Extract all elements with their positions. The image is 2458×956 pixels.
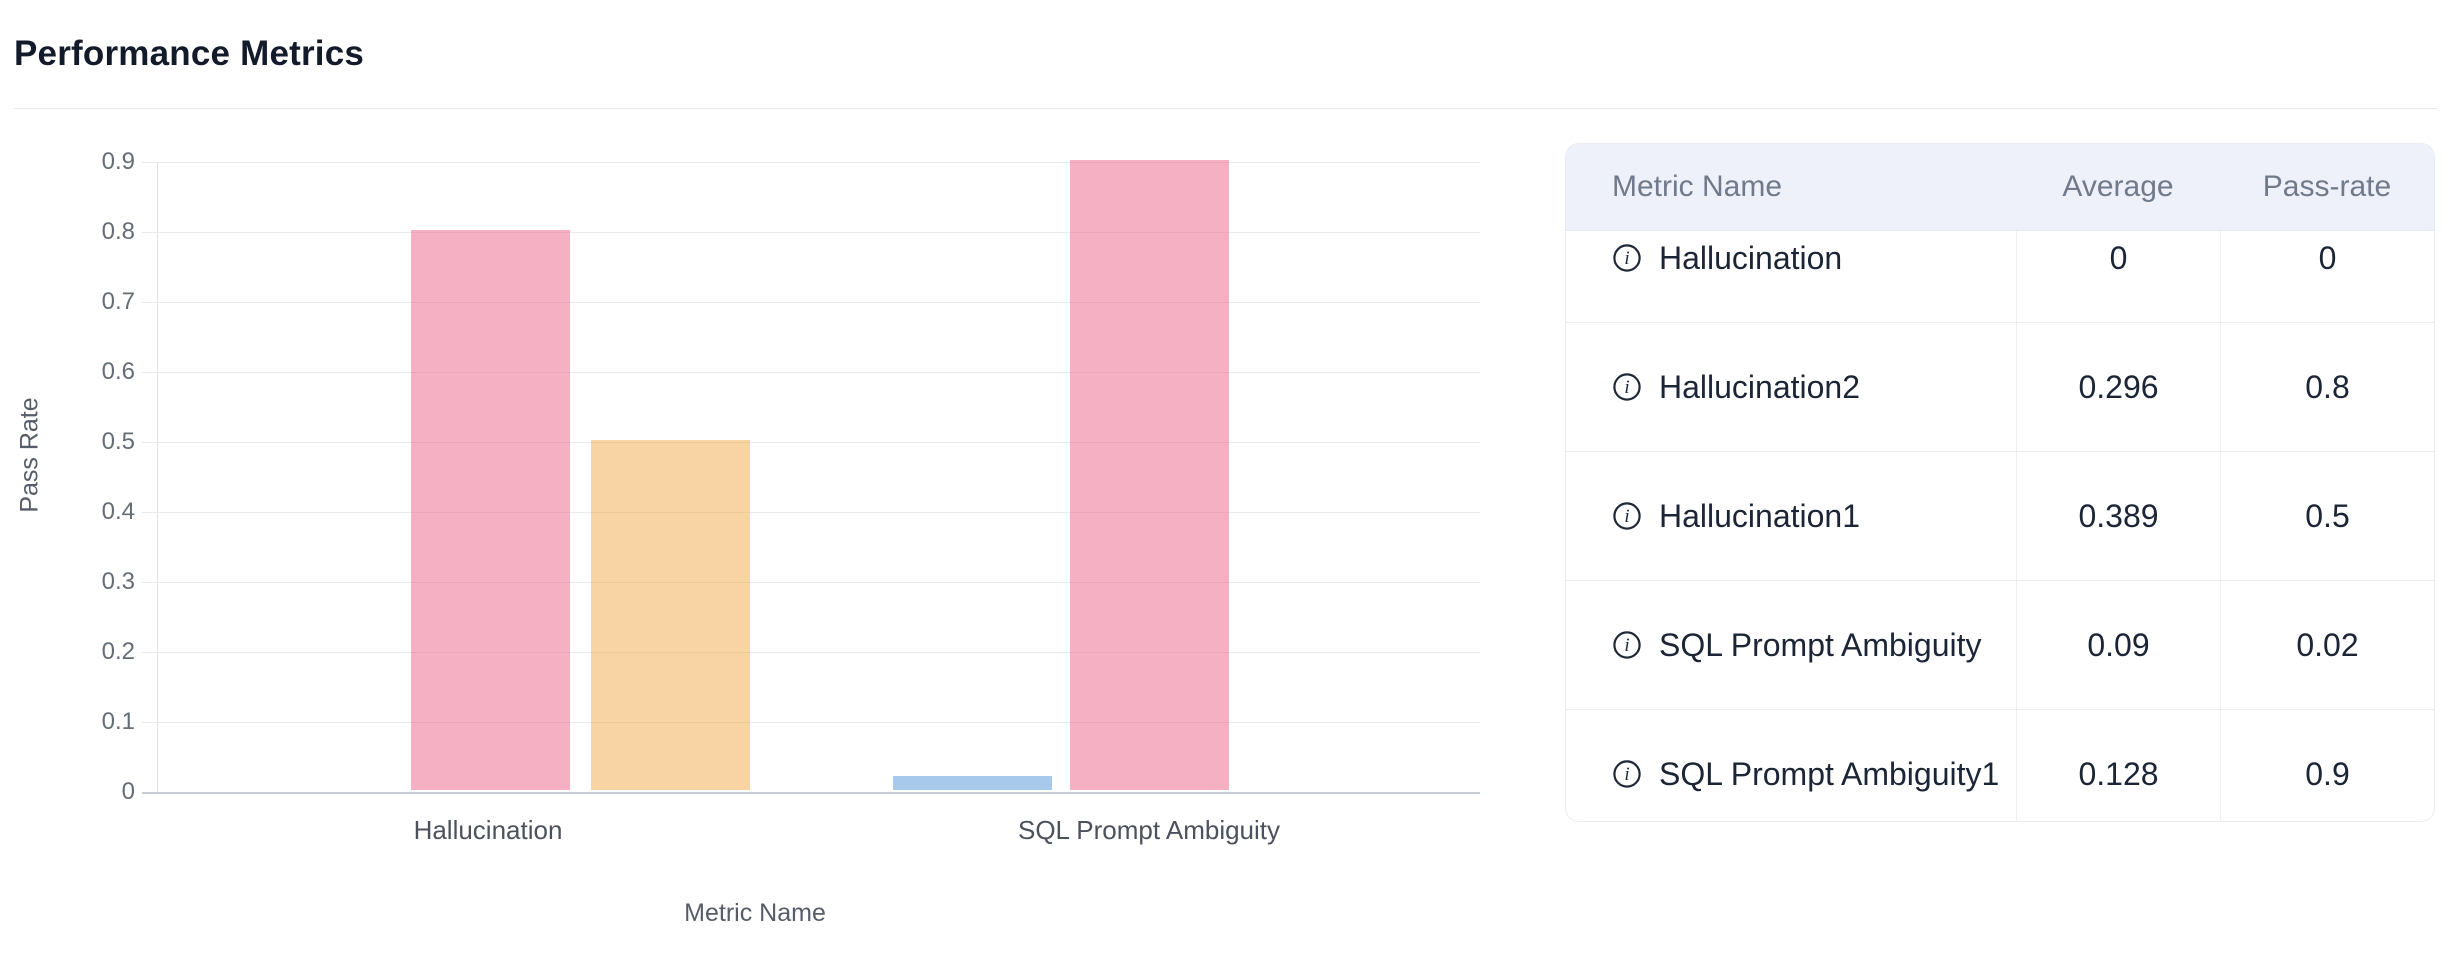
- table-row: i SQL Prompt Ambiguity 0.09 0.02: [1566, 581, 2434, 710]
- info-icon[interactable]: i: [1612, 243, 1642, 273]
- column-header-pass-rate: Pass-rate: [2262, 170, 2392, 203]
- y-axis-tick-label: 0.1: [101, 708, 135, 735]
- y-axis-tick-label: 0.2: [101, 638, 135, 665]
- svg-text:i: i: [1624, 506, 1629, 527]
- y-axis-tick-label: 0.9: [101, 148, 135, 175]
- info-icon[interactable]: i: [1612, 759, 1642, 789]
- y-axis-tick-label: 0: [121, 778, 135, 805]
- metric-name: Hallucination2: [1659, 368, 1861, 405]
- average-cell: 0.09: [2016, 581, 2220, 709]
- bar-hallucination1[interactable]: [591, 440, 750, 790]
- y-axis-tick-label: 0.5: [101, 428, 135, 455]
- average-cell: 0.128: [2016, 710, 2220, 821]
- metric-name: SQL Prompt Ambiguity: [1659, 626, 1982, 663]
- gridline: [142, 512, 1480, 513]
- x-axis-category-label: SQL Prompt Ambiguity: [1017, 815, 1281, 845]
- pass-rate-cell: 0.8: [2220, 323, 2434, 451]
- metric-name-cell: i Hallucination1: [1566, 452, 2016, 580]
- gridline: [142, 372, 1480, 373]
- svg-text:i: i: [1624, 635, 1629, 656]
- info-icon[interactable]: i: [1612, 501, 1642, 531]
- x-axis-title: Metric Name: [684, 899, 826, 927]
- y-axis-tick-label: 0.8: [101, 218, 135, 245]
- metric-name-cell: i Hallucination2: [1566, 323, 2016, 451]
- header-divider: [14, 108, 2437, 109]
- gridline: [142, 442, 1480, 443]
- metric-name-cell: i Hallucination: [1566, 231, 2016, 322]
- gridline: [142, 652, 1480, 653]
- info-icon[interactable]: i: [1612, 372, 1642, 402]
- column-header-average: Average: [2062, 170, 2174, 203]
- pass-rate-cell: 0.02: [2220, 581, 2434, 709]
- pass-rate-bar-chart: Pass Rate 0 0.1 0.2 0.3 0.4 0.5 0.6 0.7 0.8 0.9 Ha…: [15, 148, 1480, 927]
- gridline: [142, 722, 1480, 723]
- y-axis-tick-label: 0.6: [101, 358, 135, 385]
- average-cell: 0.389: [2016, 452, 2220, 580]
- bar-hallucination2[interactable]: [411, 230, 570, 790]
- gridline: [142, 162, 1480, 163]
- y-axis-tick-label: 0.7: [101, 288, 135, 315]
- svg-text:i: i: [1624, 248, 1629, 269]
- metric-name: SQL Prompt Ambiguity1: [1659, 755, 2000, 792]
- table-body: i Hallucination 0 0 i Hallucination2 0.2…: [1566, 231, 2434, 821]
- svg-text:i: i: [1624, 377, 1629, 398]
- info-icon[interactable]: i: [1612, 630, 1642, 660]
- average-cell: 0.296: [2016, 323, 2220, 451]
- average-cell: 0: [2016, 231, 2220, 322]
- y-axis-title: Pass Rate: [15, 397, 44, 513]
- x-axis-baseline: [142, 792, 1480, 794]
- metric-name-cell: i SQL Prompt Ambiguity: [1566, 581, 2016, 709]
- y-axis-tick-label: 0.4: [101, 498, 135, 525]
- gridline: [142, 232, 1480, 233]
- pass-rate-cell: 0.9: [2220, 710, 2434, 821]
- metric-name: Hallucination: [1659, 239, 1843, 276]
- gridline: [142, 582, 1480, 583]
- metrics-table: Metric Name Average Pass-rate i Hallucin…: [1565, 143, 2435, 822]
- metric-name-cell: i SQL Prompt Ambiguity1: [1566, 710, 2016, 821]
- page-title: Performance Metrics: [14, 34, 365, 73]
- table-row: i Hallucination 0 0: [1566, 231, 2434, 323]
- column-header-metric-name: Metric Name: [1612, 170, 1783, 203]
- svg-text:i: i: [1624, 764, 1629, 785]
- table-row: i Hallucination1 0.389 0.5: [1566, 452, 2434, 581]
- x-axis-category-label: Hallucination: [413, 815, 563, 845]
- bar-sql-prompt-ambiguity[interactable]: [893, 776, 1052, 790]
- table-row: i SQL Prompt Ambiguity1 0.128 0.9: [1566, 710, 2434, 821]
- plot-area: 0 0.1 0.2 0.3 0.4 0.5 0.6 0.7 0.8 0.9 Hallucinatio…: [102, 148, 1480, 845]
- bar-sql-prompt-ambiguity1[interactable]: [1070, 160, 1229, 790]
- y-axis-line: [157, 162, 158, 792]
- metric-name: Hallucination1: [1659, 497, 1861, 534]
- pass-rate-cell: 0: [2220, 231, 2434, 322]
- table-header-row: Metric Name Average Pass-rate: [1566, 144, 2434, 231]
- y-axis-tick-label: 0.3: [101, 568, 135, 595]
- gridline: [142, 302, 1480, 303]
- table-row: i Hallucination2 0.296 0.8: [1566, 323, 2434, 452]
- pass-rate-cell: 0.5: [2220, 452, 2434, 580]
